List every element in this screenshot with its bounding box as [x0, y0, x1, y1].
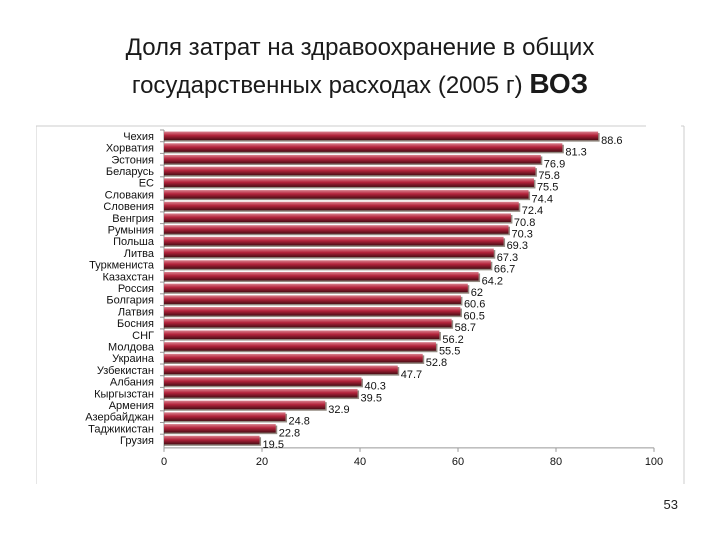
bar: [164, 318, 452, 328]
category-label: Румыния: [108, 224, 154, 236]
category-label: Словения: [103, 201, 154, 213]
value-label: 22.8: [279, 427, 300, 439]
value-label: 60.5: [463, 310, 484, 322]
value-label: 74.4: [532, 193, 553, 205]
bar: [164, 388, 358, 398]
bar: [164, 178, 534, 187]
category-label: Грузия: [120, 435, 154, 447]
slide-title: Доля затрат на здравоохранение в общих г…: [0, 30, 720, 104]
title-line-1: Доля затрат на здравоохранение в общих: [125, 34, 595, 61]
category-label: Литва: [124, 248, 155, 260]
value-label: 39.5: [361, 392, 382, 404]
category-label: Словакия: [105, 189, 154, 201]
category-label: Кыргызстан: [94, 388, 154, 400]
category-label: Туркмениста: [89, 260, 155, 272]
category-label: Эстония: [111, 154, 154, 166]
bar: [164, 260, 491, 269]
x-tick-label: 80: [550, 456, 562, 468]
value-label: 75.8: [538, 170, 559, 182]
bar: [164, 353, 423, 363]
value-label: 55.5: [439, 345, 460, 357]
value-label: 70.8: [514, 217, 535, 229]
category-label: Венгрия: [112, 213, 154, 225]
value-label: 66.7: [494, 264, 515, 276]
category-label: Армения: [109, 400, 154, 412]
category-label: Болгария: [106, 295, 154, 307]
value-label: 70.3: [511, 228, 532, 240]
title-line-2-text: государственных расходах (2005 г): [131, 72, 523, 99]
bar: [164, 248, 494, 258]
category-label: Босния: [117, 318, 154, 330]
category-label: Беларусь: [106, 166, 154, 178]
title-suffix-who: ВОЗ: [529, 68, 589, 99]
value-label: 88.6: [601, 135, 622, 147]
bar: [164, 225, 509, 234]
health-expenditure-bar-chart: Чехия 88.6 Хорватия 81.3 Эстония 76.9 Беларусь…: [36, 125, 685, 484]
category-label: СНГ: [132, 330, 154, 342]
bar: [164, 131, 599, 141]
value-label: 76.9: [544, 158, 565, 170]
bar: [164, 190, 529, 199]
value-label: 64.2: [482, 275, 503, 287]
x-tick-label: 60: [452, 456, 464, 468]
value-label: 62: [471, 287, 483, 299]
category-label: Албания: [110, 377, 154, 389]
bar: [164, 201, 519, 211]
bar: [164, 377, 362, 386]
bar: [164, 271, 479, 281]
category-label: Молдова: [108, 341, 155, 353]
category-label: Азербайджан: [85, 412, 154, 424]
bar: [164, 307, 461, 316]
page-number: 53: [663, 497, 678, 512]
category-label: Польша: [113, 236, 155, 248]
value-label: 75.5: [537, 182, 558, 194]
value-label: 40.3: [364, 381, 385, 393]
bar: [164, 283, 468, 293]
category-label: ЕС: [139, 178, 154, 190]
x-tick-label: 0: [161, 456, 167, 468]
category-label: Хорватия: [106, 143, 154, 155]
bar: [164, 342, 436, 351]
value-label: 58.7: [455, 322, 476, 334]
category-label: Чехия: [123, 131, 154, 143]
category-label: Латвия: [118, 306, 154, 318]
x-tick-label: 40: [354, 456, 366, 468]
bar: [164, 435, 260, 445]
bar: [164, 365, 398, 375]
bar: [164, 400, 326, 410]
bar: [164, 295, 461, 304]
bar: [164, 424, 276, 433]
bar: [164, 166, 536, 176]
bar: [164, 412, 286, 421]
value-label: 67.3: [497, 252, 518, 264]
category-label: Узбекистан: [97, 365, 154, 377]
value-label: 32.9: [328, 404, 349, 416]
bar: [164, 330, 440, 340]
value-label: 19.5: [263, 439, 284, 451]
category-label: Казахстан: [102, 271, 154, 283]
value-label: 81.3: [565, 147, 586, 159]
x-tick-label: 20: [256, 456, 268, 468]
value-label: 72.4: [522, 205, 543, 217]
value-label: 52.8: [426, 357, 447, 369]
value-label: 69.3: [507, 240, 528, 252]
value-label: 47.7: [401, 369, 422, 381]
value-label: 56.2: [442, 334, 463, 346]
category-label: Россия: [118, 283, 154, 295]
category-label: Украина: [112, 353, 155, 365]
bar: [164, 143, 563, 152]
x-tick-label: 100: [645, 456, 663, 468]
value-label: 24.8: [289, 416, 310, 428]
value-label: 60.6: [464, 299, 485, 311]
bar: [164, 236, 504, 246]
title-line-2: государственных расходах (2005 г) ВОЗ: [0, 66, 720, 104]
bar: [164, 154, 541, 164]
category-label: Таджикистан: [88, 423, 154, 435]
bar: [164, 213, 511, 223]
